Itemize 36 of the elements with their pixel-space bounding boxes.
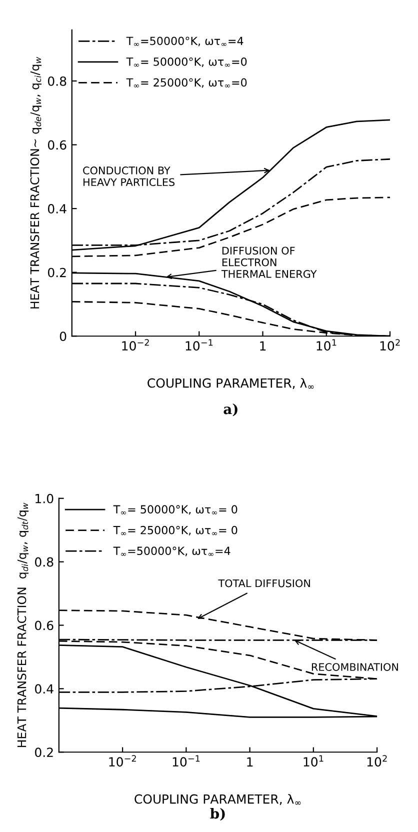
x-tick-label: 10$^{2}$ (380, 339, 400, 351)
annotation: TOTAL DIFFUSION (218, 579, 310, 588)
x-tick-label: 1 (247, 757, 253, 766)
text: a) (224, 403, 238, 416)
legend-label: T$_{∞}$= 25000°K, ωτ$_{∞}$=0 (126, 78, 247, 88)
x-tick-label: 10$^{−1}$ (172, 755, 200, 767)
x-tick-label: 10$^{2}$ (367, 755, 387, 767)
annotation: CONDUCTION BY HEAVY PARTICLES (83, 166, 175, 186)
annotation: DIFFUSION OF ELECTRON THERMAL ENERGY (221, 246, 317, 278)
annotation: RECOMBINATION (312, 663, 398, 671)
x-tick-label: 10$^{−2}$ (122, 339, 149, 351)
legend-label: T$_{∞}$= 25000°K, ωτ$_{∞}$= 0 (113, 526, 238, 536)
y-tick-label: 0.6 (35, 620, 54, 630)
y-tick-label: 0.2 (48, 268, 66, 278)
y-tick-label: 0.2 (35, 748, 53, 758)
y-tick-label: 0.4 (35, 684, 54, 694)
y-tick-label: 1.0 (36, 494, 54, 504)
y-tick-label: 0.4 (48, 204, 66, 214)
y-axis-title: HEAT TRANSFER FRACTION q$_{di}$/q$_{w}$, q$_{dt}$/q$_{w}$ (17, 502, 29, 747)
x-tick-label: 10$^{−2}$ (109, 755, 136, 767)
x-tick-label: 1 (260, 341, 266, 350)
legend-label: T$_{∞}$= 50000°K, ωτ$_{∞}$= 0 (113, 505, 238, 515)
legend-label: T$_{∞}$=50000°K, ωτ$_{∞}$=4 (126, 36, 244, 46)
y-tick-label: 0 (60, 332, 66, 342)
y-tick-label: 0.8 (35, 557, 54, 567)
text: b) (210, 808, 225, 821)
x-axis-title: COUPLING PARAMETER, λ$_{∞}$ (148, 378, 314, 390)
x-tick-label: 10$^{−1}$ (186, 339, 213, 351)
x-axis-title: COUPLING PARAMETER, λ$_{∞}$ (134, 794, 301, 806)
x-tick-label: 10$^{1}$ (316, 339, 336, 351)
y-tick-label: 0.8 (48, 76, 66, 86)
y-axis-title: HEAT TRANSFER FRACTION~ q$_{de}$/q$_{w}$, q$_{ci}$/q$_{w}$ (30, 56, 42, 308)
y-tick-label: 0.6 (48, 140, 66, 150)
x-tick-label: 10$^{1}$ (304, 755, 324, 767)
legend-label: T$_{∞}$=50000°K, ωτ$_{∞}$=4 (113, 546, 230, 556)
legend-label: T$_{∞}$= 50000°K, ωτ$_{∞}$=0 (126, 57, 247, 68)
